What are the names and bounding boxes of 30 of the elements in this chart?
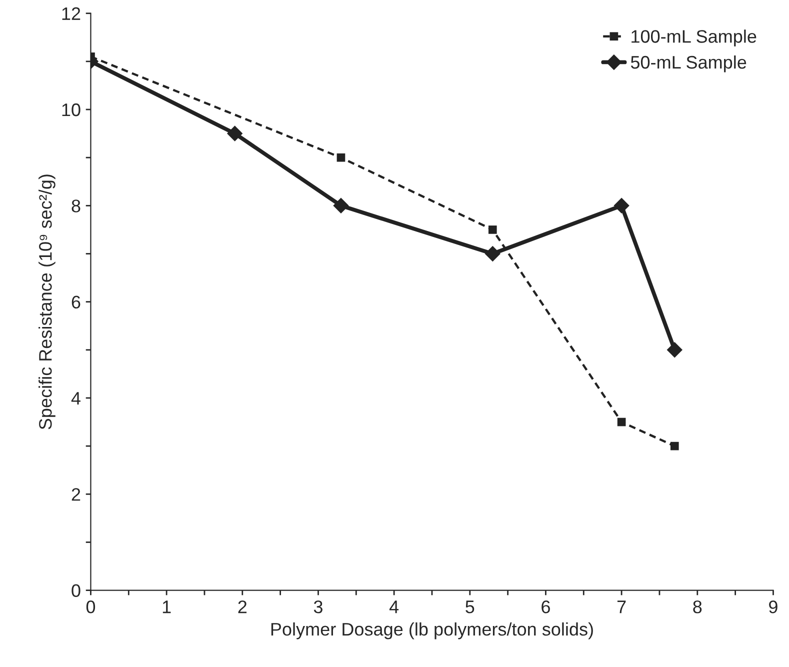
point <box>488 226 497 234</box>
y-axis-title: Specific Resistance (10⁹ sec²/g) <box>38 174 56 430</box>
point <box>617 418 626 426</box>
x-tick-label: 4 <box>389 600 399 614</box>
legend-label: 50-mL Sample <box>630 55 746 72</box>
x-axis-title: Polymer Dosage (lb polymers/ton solids) <box>271 622 593 640</box>
x-tick-label: 0 <box>86 600 96 614</box>
y-tick-label: 4 <box>71 392 80 405</box>
point <box>614 198 630 214</box>
x-tick-label: 7 <box>617 600 626 614</box>
point <box>333 198 349 214</box>
x-tick-label: 1 <box>162 600 171 614</box>
point <box>670 442 679 450</box>
point <box>336 153 346 162</box>
y-tick-label: 8 <box>72 200 80 212</box>
y-tick-label: 12 <box>62 7 80 20</box>
point <box>666 342 682 358</box>
x-tick-label: 5 <box>466 600 474 614</box>
x-tick-label: 3 <box>314 600 322 614</box>
y-tick-label: 10 <box>62 103 80 116</box>
y-tick-label: 2 <box>72 488 80 501</box>
y-tick-label: 0 <box>72 584 80 598</box>
point <box>484 246 500 262</box>
x-tick-label: 2 <box>238 600 247 614</box>
x-tick-label: 9 <box>769 600 778 614</box>
legend-label: 100-mL Sample <box>632 30 756 46</box>
x-tick-label: 6 <box>542 600 550 614</box>
y-tick-label: 6 <box>72 296 80 309</box>
point <box>226 126 243 142</box>
x-tick-label: 8 <box>693 600 702 614</box>
